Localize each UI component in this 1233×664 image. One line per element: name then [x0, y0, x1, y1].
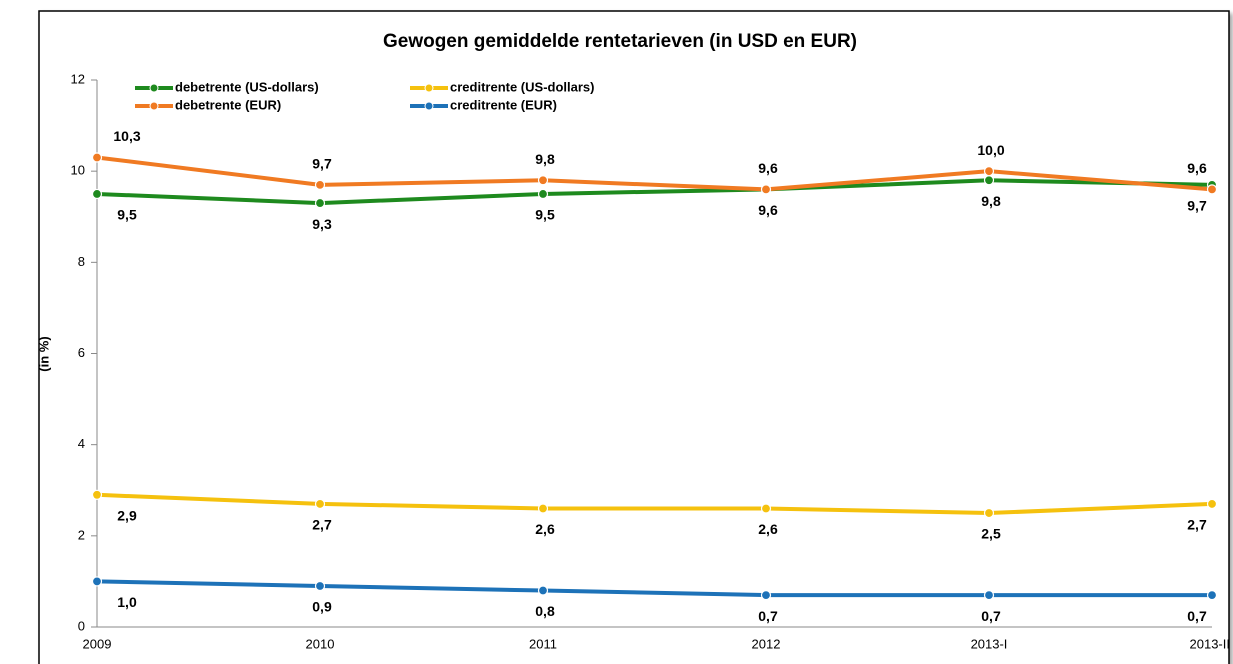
x-tick-label: 2010 [306, 636, 335, 651]
legend-marker [149, 83, 159, 93]
legend-label: creditrente (US-dollars) [450, 79, 594, 94]
legend-label: debetrente (EUR) [175, 97, 281, 112]
y-tick-label: 12 [71, 71, 85, 86]
data-point [91, 188, 103, 200]
x-tick-label: 2012 [752, 636, 781, 651]
data-label: 10,0 [977, 142, 1004, 158]
y-tick-label: 4 [78, 436, 85, 451]
data-point [1206, 184, 1218, 195]
data-point [314, 580, 326, 592]
data-point [760, 589, 772, 601]
legend-label: creditrente (EUR) [450, 97, 557, 112]
data-label: 2,7 [1187, 517, 1207, 533]
data-label: 2,9 [117, 508, 137, 524]
series-line [96, 492, 1213, 516]
data-point [983, 507, 995, 519]
data-label: 9,5 [117, 207, 137, 223]
data-point [537, 503, 549, 514]
data-point [760, 184, 772, 195]
y-tick-label: 10 [71, 163, 85, 178]
data-point [537, 585, 549, 596]
data-label: 9,3 [312, 216, 332, 232]
data-point [537, 175, 549, 186]
data-label: 10,3 [113, 128, 140, 144]
data-point [537, 188, 549, 200]
legend-marker [149, 101, 159, 111]
data-point [314, 498, 326, 510]
data-point [314, 179, 326, 190]
series-line [96, 178, 1213, 206]
y-tick-label: 0 [78, 618, 85, 633]
data-label: 9,6 [758, 160, 778, 176]
legend-label: debetrente (US-dollars) [175, 79, 319, 94]
x-tick-label: 2013-I [971, 636, 1008, 651]
data-point [760, 503, 772, 514]
data-label: 0,8 [535, 603, 555, 619]
series-line [96, 579, 1212, 598]
chart-title: Gewogen gemiddelde rentetarieven (in USD… [383, 31, 857, 52]
x-tick-label: 2009 [83, 636, 112, 651]
data-label: 2,7 [312, 517, 332, 533]
x-tick-label: 2011 [529, 636, 557, 651]
data-point [314, 197, 326, 209]
data-label: 9,8 [535, 151, 555, 167]
data-label: 1,0 [117, 594, 137, 610]
y-axis-label: (in %) [36, 336, 51, 371]
legend-marker [424, 83, 434, 93]
y-tick-label: 6 [78, 345, 85, 360]
data-point [91, 152, 103, 163]
data-point [983, 175, 995, 186]
y-tick-label: 8 [78, 254, 85, 269]
data-point [91, 576, 103, 587]
chart-frame [38, 10, 1230, 664]
data-label: 9,8 [981, 193, 1001, 209]
data-label: 0,9 [312, 599, 332, 615]
data-label: 9,6 [758, 202, 778, 218]
data-point [91, 489, 103, 500]
data-label: 9,7 [1187, 198, 1207, 214]
data-label: 0,7 [981, 608, 1001, 624]
data-label: 9,6 [1187, 160, 1207, 176]
x-tick-label: 2013-II [1190, 636, 1230, 651]
legend-marker [424, 101, 434, 111]
data-label: 9,5 [535, 207, 555, 223]
data-label: 2,5 [981, 526, 1001, 542]
data-point [983, 589, 995, 601]
y-tick-label: 2 [78, 527, 85, 542]
data-label: 9,7 [312, 156, 332, 172]
data-point [1206, 498, 1218, 510]
series-line [96, 155, 1213, 192]
data-label: 0,7 [758, 608, 778, 624]
data-label: 2,6 [758, 521, 778, 537]
data-label: 0,7 [1187, 608, 1207, 624]
data-point [983, 166, 995, 177]
data-point [1206, 589, 1218, 601]
data-label: 2,6 [535, 521, 555, 537]
